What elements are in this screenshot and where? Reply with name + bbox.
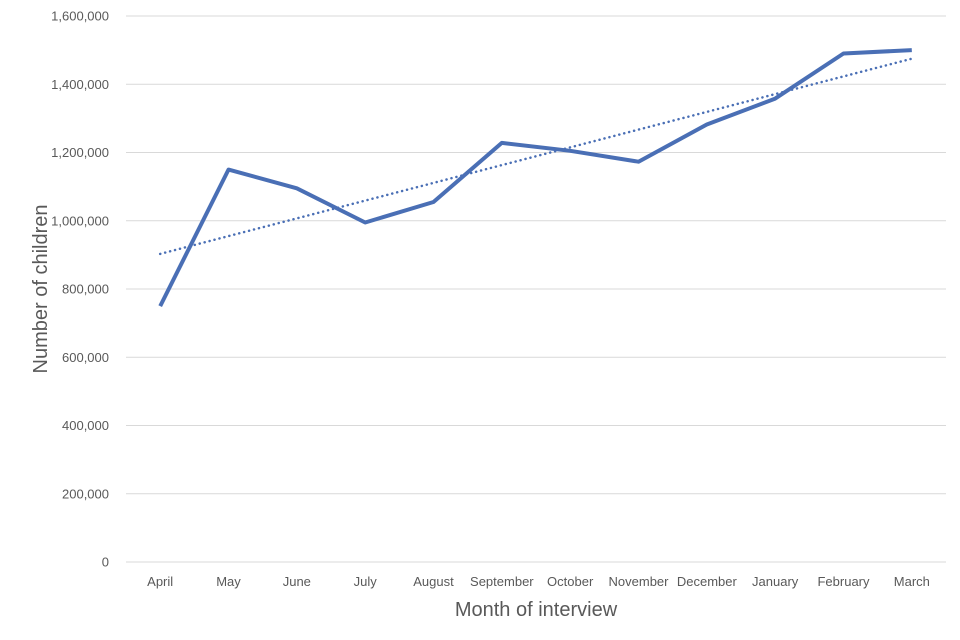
x-tick-label: November [609,574,670,589]
x-tick-label: February [817,574,870,589]
x-tick-label: July [354,574,378,589]
y-tick-label: 0 [102,555,109,570]
y-tick-label: 200,000 [62,486,109,501]
x-tick-label: June [283,574,311,589]
series-line [158,48,912,307]
gridlines [126,15,946,495]
series-group [158,48,914,307]
y-tick-label: 1,600,000 [51,9,109,24]
x-tick-label: March [894,574,930,589]
x-axis-tick-labels: April May June July August September October No… [147,574,930,589]
y-axis-title: Number of children [30,205,52,374]
x-tick-label: April [147,574,173,589]
y-tick-label: 1,400,000 [51,77,109,92]
y-tick-label: 800,000 [62,282,109,297]
x-tick-label: October [547,574,594,589]
y-tick-label: 1,000,000 [51,213,109,228]
x-tick-label: August [413,574,454,589]
trendline [158,57,914,256]
y-axis-tick-labels: 0 200,000 400,000 600,000 800,000 1,000,000 1,… [51,9,109,570]
y-tick-label: 600,000 [62,350,109,365]
x-tick-label: September [470,574,534,589]
y-tick-label: 1,200,000 [51,145,109,160]
x-tick-label: January [752,574,799,589]
x-axis-title: Month of interview [455,599,618,621]
x-tick-label: May [216,574,241,589]
x-tick-label: December [677,574,738,589]
y-tick-label: 400,000 [62,418,109,433]
